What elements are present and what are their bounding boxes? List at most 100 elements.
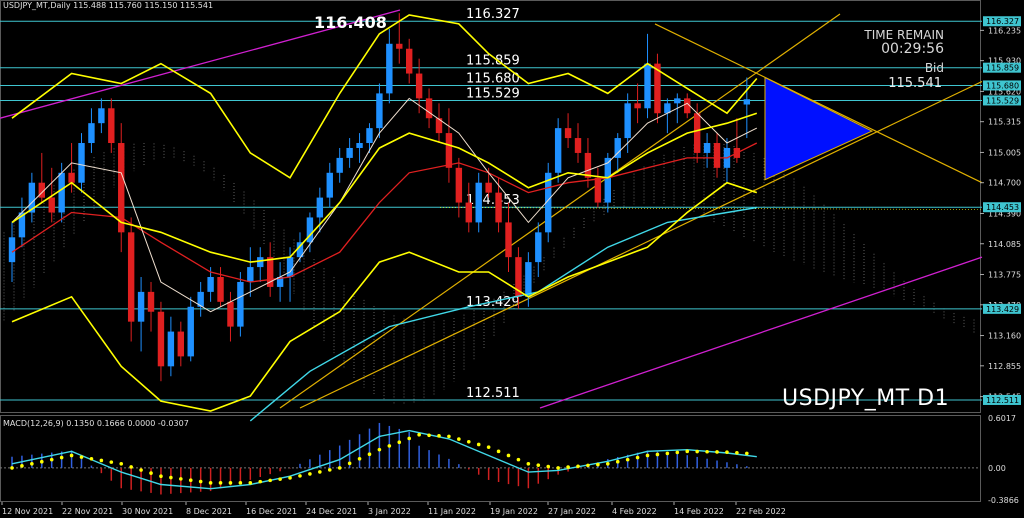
level-price-box [983,95,1021,106]
candle-up [554,128,562,173]
candle-up [28,182,36,213]
bollinger-lower [11,181,758,412]
level-price-box [983,202,1021,213]
macd-signal-dot [735,450,739,455]
level-price-text: 116.327 [986,17,1019,26]
x-axis-label: 8 Dec 2021 [186,507,232,516]
level-text: 116.327 [466,7,520,22]
macd-signal-dot [675,450,680,455]
macd-signal-dot [357,456,362,461]
candle-down [574,138,582,153]
x-axis-label: 4 Feb 2022 [612,507,657,516]
candle-down [654,63,661,114]
candle-down [217,276,224,302]
symbol-watermark: USDJPY_MT D1 [782,386,950,411]
x-axis-label: 22 Nov 2021 [62,507,113,516]
macd-signal-dot [59,455,64,460]
macd-signal-dot [596,462,600,467]
price-tick-label: 113.775 [988,271,1021,280]
macd-signal-box [983,449,1021,460]
macd-signal-dot [635,455,640,460]
candle-up [207,276,214,292]
macd-signal-dot [665,451,670,456]
main-panel-frame [0,0,981,413]
macd-signal-dot [198,479,203,484]
macd-signal-dot [347,461,352,466]
level-text: 115.529 [466,86,520,101]
candle-down [396,43,403,49]
x-axis-label: 14 Feb 2022 [674,507,724,516]
candle-up [525,262,532,297]
macd-signal-dot [486,445,491,449]
candle-up [197,291,204,307]
macd-signal-dot [705,449,709,454]
level-price-box [983,62,1021,73]
high-label: 116.408 [314,13,387,32]
level-price-text: 115.859 [986,64,1019,73]
candle-up [237,281,244,327]
macd-signal-dot [139,468,143,472]
macd-signal-dot [278,477,282,481]
candle-up [366,128,373,144]
time-remain-label: TIME REMAIN [864,28,944,42]
x-axis-label: 30 Nov 2021 [122,507,173,516]
ma-white-line [11,97,758,313]
macd-signal-dot [476,442,481,447]
macd-signal-dot [695,449,699,454]
level-price-box [983,303,1021,314]
x-axis-label: 11 Jan 2022 [428,507,476,516]
symbol-info: USDJPY_MT,Daily 115.488 115.760 115.150 … [3,1,214,10]
macd-signal-dot [10,466,14,470]
candle-up [644,63,651,109]
candle-up [376,93,383,129]
candle-up [316,197,324,218]
macd-signal-dot [119,461,124,466]
macd-signal-dot [258,479,263,484]
candle-up [386,43,393,94]
macd-signal-dot [466,439,471,444]
macd-panel-frame [0,415,981,502]
macd-signal-dot [308,472,312,476]
level-text: 115.680 [466,71,520,86]
level-price-text: 114.453 [986,203,1019,212]
macd-signal-dot [397,440,402,445]
trendline-down [654,23,983,184]
bollinger-mid [11,112,758,263]
level-price-box [983,16,1021,27]
candle-up [336,157,343,173]
candle-down [48,197,55,213]
macd-signal-dot [387,444,392,448]
macd-signal-dot [685,449,690,454]
channel-top-line [0,9,401,119]
candle-down [515,257,522,297]
candle-down [455,167,463,203]
candle-down [495,192,502,223]
macd-signal-dot [367,452,372,457]
macd-signal-dot [496,449,501,454]
price-tick-label: 114.700 [988,179,1021,188]
candle-down [157,311,165,367]
macd-signal-dot [99,458,104,463]
ma-red-line [11,142,758,283]
macd-signal-dot [645,453,650,458]
macd-signal-dot [606,461,610,466]
macd-signal-dot [407,436,412,441]
macd-signal-dot [745,451,749,456]
candle-down [266,257,274,287]
macd-signal-dot [417,432,421,437]
macd-tick-label: 0.00 [988,464,1006,473]
candle-up [18,212,26,238]
candle-up [167,331,175,367]
bid-label: Bid [924,61,944,75]
macd-info: MACD(12,26,9) 0.1350 0.1666 0.0000 -0.03… [3,419,189,428]
candle-down [227,301,234,327]
macd-signal-dot [566,465,570,469]
candle-up [257,257,264,268]
macd-signal-dot [79,455,84,459]
dotted-level [439,207,983,210]
candle-up [604,157,611,203]
macd-signal-dot [89,456,94,461]
macd-signal-dot [39,459,44,464]
